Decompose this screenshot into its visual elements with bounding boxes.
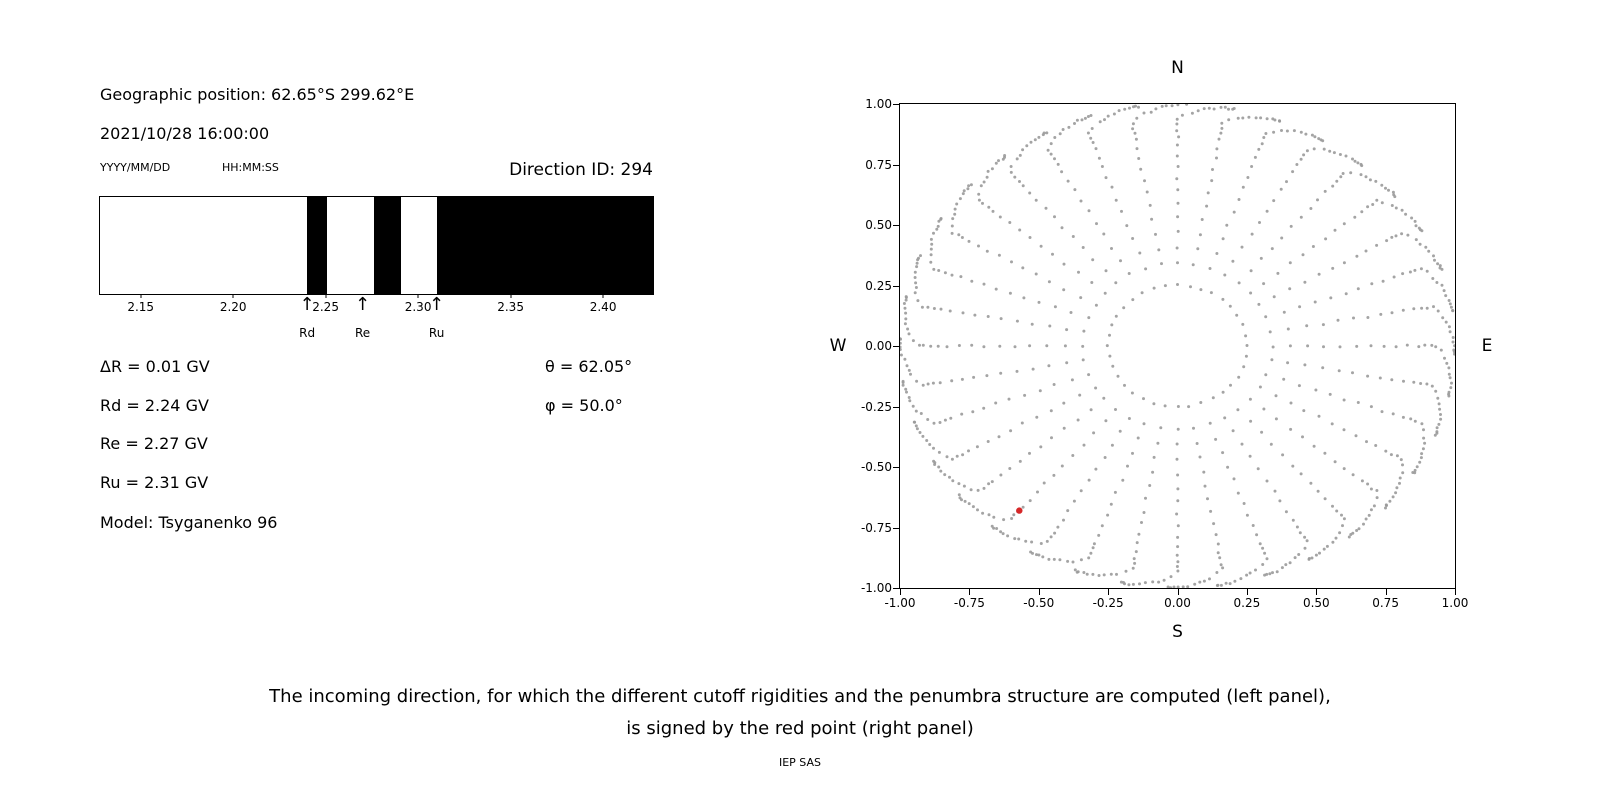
caption-line-1: The incoming direction, for which the di… [269,686,1331,707]
x-tick-mark [1385,589,1387,595]
penumbra-plot: 2.15 2.20 2.25 2.30 2.35 2.40 [99,196,654,314]
y-tick-label: 0.75 [865,157,892,172]
y-tick-mark [893,104,899,105]
y-tick-mark [893,225,899,226]
x-tick-label: 1.00 [1441,596,1469,610]
x-tick-label: -0.75 [953,596,985,610]
forbidden-band [307,197,328,294]
x-tick-mark [1038,589,1040,595]
rd-value: Rd = 2.24 GV [100,396,209,415]
credit-label: IEP SAS [778,756,822,769]
ru-value: Ru = 2.31 GV [100,473,209,492]
x-tick-mark [900,589,901,595]
x-tick-mark [1455,589,1456,595]
x-tick-label: 2.35 [497,300,524,314]
north-label: N [1171,58,1184,78]
west-label: W [829,336,847,356]
x-tick-mark [1108,589,1110,595]
x-tick-label: 0.25 [1233,596,1261,610]
x-tick-mark [1316,589,1318,595]
y-tick-label: -0.75 [860,520,892,535]
rd-marker-label: Rd [299,326,316,340]
ru-arrow-icon: ↑ [429,294,445,315]
x-tick-label: 2.20 [219,300,247,314]
y-tick-label: 1.00 [865,97,892,111]
x-tick-mark [325,294,327,298]
x-tick-mark [602,294,604,298]
sky-plot [893,102,1457,595]
x-tick-label: 2.15 [127,300,155,314]
y-tick-label: 0.00 [865,339,892,353]
y-tick-mark [893,285,899,287]
direction-id-label: Direction ID: 294 [509,160,653,180]
x-tick-mark [1246,589,1248,595]
y-tick-mark [893,527,899,529]
y-tick-label: -1.00 [860,581,892,595]
x-tick-label: 0.75 [1372,596,1399,610]
y-tick-mark [893,164,899,166]
x-tick-label: 2.25 [312,300,339,314]
y-tick-mark [893,406,899,408]
direction-grid-dots [898,102,1457,590]
datetime-label: 2021/10/28 16:00:00 [100,124,270,143]
y-tick-label: 0.50 [865,218,892,232]
x-tick-label: 2.40 [589,300,617,314]
east-label: E [1481,336,1493,356]
forbidden-band [373,197,402,294]
x-tick-mark [140,294,142,298]
selected-direction-point [1016,507,1023,514]
phi-value: φ = 50.0° [545,396,623,415]
y-tick-mark [893,467,899,468]
geo-position-label: Geographic position: 62.65°S 299.62°E [100,85,415,104]
date-format-label: YYYY/MM/DD [100,161,171,174]
x-tick-label: -0.25 [1092,596,1124,610]
re-arrow-icon: ↑ [355,294,371,315]
x-tick-label: -1.00 [884,596,916,610]
x-tick-mark [510,294,512,298]
re-marker-label: Re [355,326,371,340]
y-tick-label: 0.25 [865,278,892,293]
ru-marker-label: Ru [428,326,445,340]
x-tick-mark [969,589,971,595]
sky-scatter [898,102,1457,590]
x-tick-label: 0.50 [1302,596,1330,610]
forbidden-band [436,197,653,294]
penumbra-markers: ↑ Rd ↑ Re ↑ Ru [100,292,653,344]
x-tick-label: 0.00 [1164,596,1191,610]
y-tick-label: -0.25 [860,399,892,414]
model-label: Model: Tsyganenko 96 [100,513,278,532]
x-tick-label: 2.30 [404,300,432,314]
x-tick-mark [232,294,234,298]
sky-ytick-labels: 1.00 0.75 0.50 0.25 0.00 -0.25 -0.50 -0.75 -1.00 [840,97,892,595]
y-tick-mark [893,346,899,347]
delta-r-value: ΔR = 0.01 GV [100,357,210,376]
x-tick-label: -0.50 [1023,596,1055,610]
rd-arrow-icon: ↑ [299,294,315,315]
y-tick-label: -0.50 [860,460,892,474]
theta-value: θ = 62.05° [545,357,633,376]
time-format-label: HH:MM:SS [222,161,279,174]
y-tick-mark [893,588,899,589]
sky-xtick-labels: -1.00 -0.75 -0.50 -0.25 0.00 0.25 0.50 0.75 1.00 [884,596,1468,612]
x-tick-mark [1177,589,1179,595]
south-label: S [1172,622,1183,642]
x-tick-mark [417,294,419,298]
caption-line-2: is signed by the red point (right panel) [626,718,974,739]
re-value: Re = 2.27 GV [100,434,208,453]
